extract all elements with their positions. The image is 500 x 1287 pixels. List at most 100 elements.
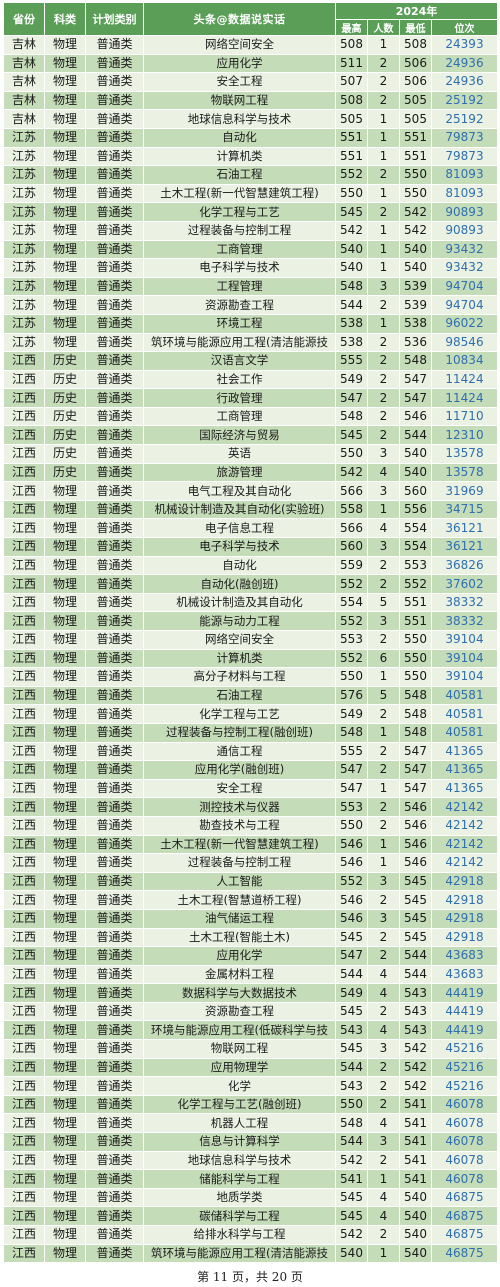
province-cell: 江西 [3,462,45,483]
table-row: 吉林 物理 普通类 安全工程 507 2 506 24936 [3,72,498,92]
province-cell: 江苏 [3,313,45,334]
min-score-cell: 544 [399,425,432,446]
plan-type-cell: 普通类 [85,778,144,799]
major-cell: 物联网工程 [143,90,336,111]
rank-cell: 42918 [431,927,498,948]
min-score-cell: 547 [399,369,432,390]
subject-cell: 物理 [44,778,86,799]
max-score-cell: 540 [335,239,368,260]
province-cell: 江西 [3,1169,45,1189]
rank-cell: 11710 [431,406,498,427]
table-row: 江西 物理 普通类 机械设计制造及其自动化 554 5 551 38332 [3,592,498,613]
max-score-cell: 542 [335,462,368,483]
max-score-cell: 550 [335,815,368,836]
table-row: 江西 物理 普通类 自动化(融创班) 552 2 552 37602 [3,574,498,594]
major-cell: 电子科学与技术 [143,537,336,557]
subject-cell: 物理 [44,927,86,948]
count-cell: 2 [367,165,400,185]
major-cell: 英语 [143,444,336,464]
table-row: 江西 物理 普通类 环境与能源应用工程(低碳科学与技 543 4 543 44419 [3,1020,498,1041]
plan-type-cell: 普通类 [85,72,144,92]
rank-cell: 46078 [431,1150,498,1171]
province-cell: 江西 [3,834,45,855]
min-score-cell: 542 [399,1076,432,1096]
count-cell: 2 [367,53,400,74]
province-cell: 江西 [3,444,45,464]
plan-type-cell: 普通类 [85,1169,144,1189]
subject-cell: 物理 [44,295,86,315]
rank-cell: 98546 [431,332,498,353]
max-score-cell: 546 [335,908,368,929]
table-row: 吉林 物理 普通类 应用化学 511 2 506 24936 [3,53,498,74]
province-cell: 江西 [3,499,45,520]
major-cell: 网络空间安全 [143,630,336,650]
plan-type-cell: 普通类 [85,313,144,334]
table-row: 江西 物理 普通类 测控技术与仪器 553 2 546 42142 [3,797,498,817]
table-row: 江西 历史 普通类 行政管理 547 2 547 11424 [3,388,498,408]
min-score-cell: 547 [399,388,432,408]
plan-type-cell: 普通类 [85,90,144,111]
table-row: 江西 物理 普通类 电子信息工程 566 4 554 36121 [3,518,498,539]
max-score-cell: 545 [335,202,368,222]
major-cell: 测控技术与仪器 [143,797,336,817]
table-row: 江西 物理 普通类 金属材料工程 544 4 544 43683 [3,964,498,985]
min-score-cell: 540 [399,444,432,464]
major-cell: 筑环境与能源应用工程(清洁能源技 [143,1243,336,1264]
major-cell: 社会工作 [143,369,336,390]
plan-type-cell: 普通类 [85,592,144,613]
max-score-cell: 548 [335,1113,368,1134]
count-cell: 4 [367,964,400,985]
count-cell: 1 [367,1243,400,1264]
major-cell: 工商管理 [143,239,336,260]
major-cell: 环境与能源应用工程(低碳科学与技 [143,1020,336,1041]
count-cell: 2 [367,1150,400,1171]
province-cell: 江苏 [3,146,45,167]
subject-cell: 物理 [44,276,86,297]
max-score-cell: 555 [335,351,368,371]
subject-cell: 物理 [44,165,86,185]
subject-cell: 物理 [44,1094,86,1115]
max-score-cell: 542 [335,1225,368,1245]
major-cell: 金属材料工程 [143,964,336,985]
max-score-cell: 549 [335,704,368,724]
major-cell: 计算机类 [143,648,336,669]
count-cell: 1 [367,258,400,278]
header-count: 人数 [367,19,400,36]
count-cell: 1 [367,313,400,334]
min-score-cell: 540 [399,1187,432,1208]
province-cell: 江西 [3,406,45,427]
min-score-cell: 551 [399,611,432,631]
rank-cell: 81093 [431,165,498,185]
rank-cell: 12310 [431,425,498,446]
province-cell: 江苏 [3,332,45,353]
max-score-cell: 566 [335,481,368,501]
max-score-cell: 548 [335,722,368,743]
plan-type-cell: 普通类 [85,332,144,353]
subject-cell: 物理 [44,741,86,762]
min-score-cell: 551 [399,127,432,148]
province-cell: 江西 [3,722,45,743]
subject-cell: 物理 [44,964,86,985]
table-row: 江西 物理 普通类 应用化学 547 2 544 43683 [3,946,498,966]
province-cell: 江苏 [3,220,45,241]
subject-cell: 物理 [44,760,86,780]
plan-type-cell: 普通类 [85,964,144,985]
plan-type-cell: 普通类 [85,1001,144,1022]
table-row: 江西 物理 普通类 物联网工程 545 3 542 45216 [3,1039,498,1059]
max-score-cell: 544 [335,1132,368,1152]
plan-type-cell: 普通类 [85,518,144,539]
province-cell: 江西 [3,1039,45,1059]
province-cell: 吉林 [3,35,45,55]
max-score-cell: 552 [335,648,368,669]
table-row: 江西 物理 普通类 油气储运工程 546 3 545 42918 [3,908,498,929]
table-row: 江西 物理 普通类 化学工程与工艺 549 2 548 40581 [3,704,498,724]
max-score-cell: 552 [335,574,368,594]
table-row: 江苏 物理 普通类 工程管理 548 3 539 94704 [3,276,498,297]
province-cell: 江西 [3,592,45,613]
table-header: 省份 科类 计划类别 头条@数据说实话 2024年 最高 人数 最低 位次 [3,2,498,36]
max-score-cell: 566 [335,518,368,539]
subject-cell: 物理 [44,518,86,539]
rank-cell: 93432 [431,239,498,260]
plan-type-cell: 普通类 [85,760,144,780]
min-score-cell: 506 [399,72,432,92]
